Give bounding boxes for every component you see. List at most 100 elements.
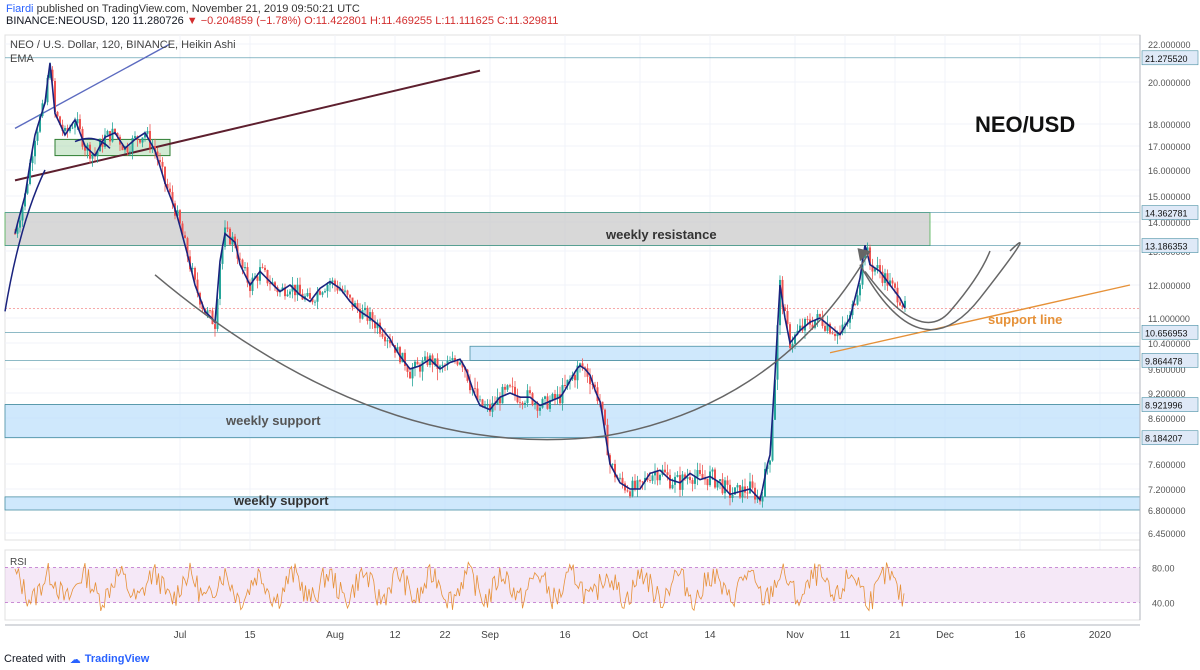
candle-body bbox=[206, 310, 209, 314]
y-tick-label: 9.600000 bbox=[1148, 365, 1186, 375]
price-flag-box bbox=[1141, 397, 1199, 412]
candle-body bbox=[691, 480, 694, 484]
zone-lower-weekly-support bbox=[4, 496, 1141, 511]
candle-body bbox=[519, 402, 521, 404]
candle-body bbox=[621, 477, 624, 484]
candle-body bbox=[834, 333, 836, 337]
candle-body bbox=[269, 283, 271, 285]
price-flag-box bbox=[1141, 238, 1199, 253]
candle-body bbox=[704, 478, 706, 480]
ohlc-close: C:11.329811 bbox=[497, 15, 559, 27]
candle-body bbox=[626, 490, 629, 492]
rsi-line bbox=[14, 561, 905, 612]
y-tick-label: 7.200000 bbox=[1148, 485, 1186, 495]
candle-body bbox=[649, 480, 651, 481]
candle-body bbox=[564, 385, 566, 387]
candle-body bbox=[489, 404, 491, 412]
symbol-text: BINANCE:NEOUSD, 120 bbox=[6, 15, 130, 27]
price-change: −0.204859 (−1.78%) bbox=[200, 15, 302, 27]
candle-body bbox=[371, 312, 374, 322]
candle-body bbox=[641, 481, 644, 483]
candle-body bbox=[266, 270, 269, 284]
candle-body bbox=[164, 166, 166, 184]
x-tick-label: 21 bbox=[889, 630, 901, 641]
candle-body bbox=[131, 137, 134, 152]
candle-body bbox=[629, 491, 631, 497]
candle-body bbox=[901, 305, 904, 308]
candle-body bbox=[414, 361, 416, 368]
y-tick-label: 18.000000 bbox=[1148, 120, 1191, 130]
candle-body bbox=[556, 394, 559, 400]
candle-body bbox=[614, 463, 616, 478]
candle-body bbox=[351, 297, 354, 308]
candle-body bbox=[456, 361, 459, 365]
candle-body bbox=[284, 287, 286, 297]
candle-body bbox=[866, 247, 869, 251]
created-with-text: Created with bbox=[4, 653, 66, 665]
candle-body bbox=[326, 284, 329, 292]
candle-body bbox=[446, 360, 449, 365]
candle-body bbox=[479, 399, 481, 401]
candle-body bbox=[794, 334, 796, 344]
candle-body bbox=[156, 151, 159, 160]
candle-body bbox=[16, 227, 19, 234]
candle-body bbox=[784, 307, 786, 312]
y-tick-label: 12.000000 bbox=[1148, 281, 1191, 291]
ohlc-open: O:11.422801 bbox=[304, 15, 367, 27]
candle-body bbox=[31, 156, 34, 164]
candle-body bbox=[689, 477, 691, 481]
author-name[interactable]: Fiardi bbox=[6, 3, 34, 15]
candle-body bbox=[894, 283, 896, 288]
candle-body bbox=[634, 480, 636, 490]
candle-body bbox=[129, 151, 131, 153]
candle-body bbox=[159, 159, 161, 162]
candle-body bbox=[19, 220, 21, 228]
candle-body bbox=[411, 367, 414, 379]
candle-body bbox=[741, 486, 744, 498]
candle-body bbox=[841, 324, 844, 334]
candle-body bbox=[26, 184, 29, 194]
candle-body bbox=[459, 362, 461, 365]
candle-body bbox=[549, 400, 551, 409]
candle-body bbox=[29, 163, 31, 185]
candle-body bbox=[511, 386, 514, 388]
tradingview-brand[interactable]: TradingView bbox=[84, 653, 150, 665]
candle-body bbox=[761, 496, 764, 502]
resistance-label: weekly resistance bbox=[605, 227, 717, 242]
candle-body bbox=[186, 238, 189, 257]
candle-body bbox=[311, 298, 314, 303]
candle-body bbox=[71, 127, 74, 129]
candle-body bbox=[524, 402, 526, 405]
candle-body bbox=[299, 284, 301, 294]
candle-body bbox=[514, 386, 516, 396]
y-tick-label: 6.800000 bbox=[1148, 506, 1186, 516]
candle-body bbox=[469, 380, 471, 391]
price-flag-label: 21.275520 bbox=[1145, 54, 1188, 64]
candle-body bbox=[234, 236, 236, 246]
candle-body bbox=[669, 474, 671, 489]
candle-body bbox=[314, 301, 316, 303]
chart-area[interactable]: 22.000000 20.000000 18.000000 17.000000 16.0… bbox=[0, 30, 1200, 650]
candle-body bbox=[401, 352, 404, 363]
price-chart-svg[interactable]: 22.000000 20.000000 18.000000 17.000000 16.0… bbox=[0, 30, 1200, 650]
y-tick-label: 6.450000 bbox=[1148, 529, 1186, 539]
candle-body bbox=[431, 355, 434, 365]
candle-body bbox=[579, 363, 581, 366]
candle-body bbox=[779, 279, 781, 326]
candle-body bbox=[211, 310, 214, 325]
candle-body bbox=[356, 303, 359, 309]
candle-body bbox=[49, 69, 51, 78]
ema-line bbox=[14, 62, 906, 502]
candle-body bbox=[161, 161, 164, 167]
ohlc-high: H:11.469255 bbox=[369, 15, 433, 27]
candle-body bbox=[451, 358, 454, 361]
candle-body bbox=[74, 123, 76, 128]
candle-body bbox=[559, 394, 561, 404]
candle-body bbox=[646, 477, 649, 481]
candle-body bbox=[209, 310, 211, 312]
candle-body bbox=[309, 293, 311, 299]
candle-body bbox=[639, 480, 641, 482]
candle-body bbox=[329, 282, 331, 285]
candle-body bbox=[274, 282, 276, 288]
candle-body bbox=[804, 318, 806, 331]
